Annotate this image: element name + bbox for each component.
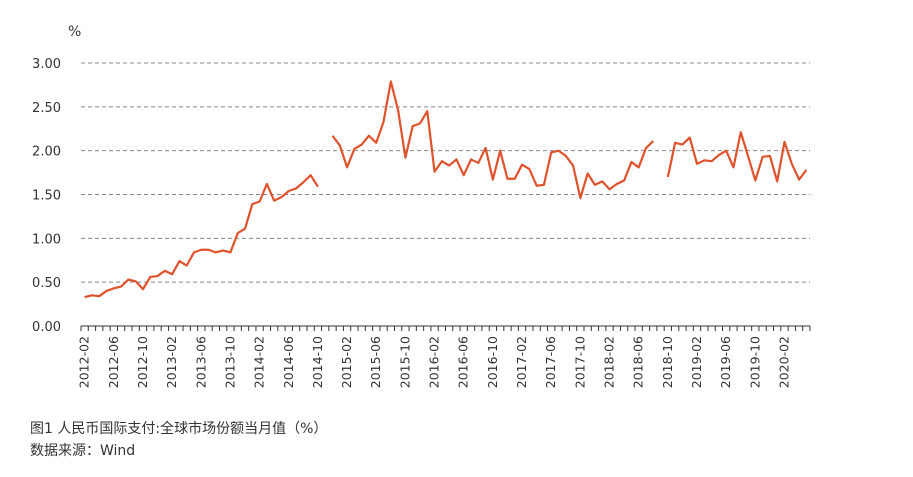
x-tick-label: 2016-02 bbox=[427, 336, 442, 388]
x-tick-label: 2018-06 bbox=[631, 336, 646, 388]
x-tick-label: 2020-02 bbox=[776, 336, 791, 388]
y-axis-ticks: 0.00 0.50 1.00 1.50 2.00 2.50 3.00 bbox=[32, 57, 61, 335]
y-axis-unit-label: % bbox=[68, 24, 81, 40]
x-tick-label: 2017-02 bbox=[514, 336, 529, 388]
x-tick-label: 2016-06 bbox=[456, 336, 471, 388]
y-tick-label: 1.00 bbox=[32, 232, 61, 247]
series-group bbox=[84, 80, 808, 299]
y-tick-label: 0.50 bbox=[32, 276, 61, 291]
x-tick-label: 2019-10 bbox=[747, 336, 762, 388]
x-tick-label: 2013-02 bbox=[164, 336, 179, 388]
y-tick-label: 1.50 bbox=[32, 189, 61, 204]
line-chart: % 0.000.501.001.502.002.503.00 2012-02 20… bbox=[32, 24, 811, 388]
gridlines bbox=[81, 62, 810, 283]
x-tick-label: 2016-10 bbox=[485, 336, 500, 388]
x-tick-label: 2019-02 bbox=[689, 336, 704, 388]
series-line-segment bbox=[331, 80, 655, 200]
x-axis: 2012-02 2012-06 2012-10 2013-02 2013-06 2013-… bbox=[77, 325, 811, 388]
x-tick-label: 2014-02 bbox=[252, 336, 267, 388]
x-tick-label: 2014-10 bbox=[310, 336, 325, 388]
y-tick-label: 0.00 bbox=[32, 320, 61, 335]
y-tick-label: 3.00 bbox=[32, 57, 61, 72]
data-source-note: 数据来源：Wind bbox=[30, 443, 136, 459]
x-tick-label: 2013-06 bbox=[193, 336, 208, 388]
x-tick-label: 2017-10 bbox=[572, 336, 587, 388]
series-line-segment bbox=[84, 174, 319, 299]
series-line-segment bbox=[666, 131, 808, 183]
x-tick-label: 2012-06 bbox=[106, 336, 121, 388]
x-tick-label: 2018-02 bbox=[602, 336, 617, 388]
figure-caption: 图1 人民币国际支付:全球市场份额当月值（%） bbox=[30, 421, 328, 437]
x-tick-label: 2014-06 bbox=[281, 336, 296, 388]
y-tick-label: 2.50 bbox=[32, 101, 61, 116]
x-tick-label: 2015-06 bbox=[368, 336, 383, 388]
x-tick-label: 2017-06 bbox=[543, 336, 558, 388]
x-tick-label: 2012-10 bbox=[135, 336, 150, 388]
x-tick-label: 2018-10 bbox=[660, 336, 675, 388]
x-tick-label: 2015-02 bbox=[339, 336, 354, 388]
y-tick-label: 2.00 bbox=[32, 145, 61, 160]
x-tick-label: 2015-10 bbox=[397, 336, 412, 388]
x-tick-label: 2019-06 bbox=[718, 336, 733, 388]
x-tick-label: 2013-10 bbox=[222, 336, 237, 388]
x-tick-label: 2012-02 bbox=[77, 336, 92, 388]
